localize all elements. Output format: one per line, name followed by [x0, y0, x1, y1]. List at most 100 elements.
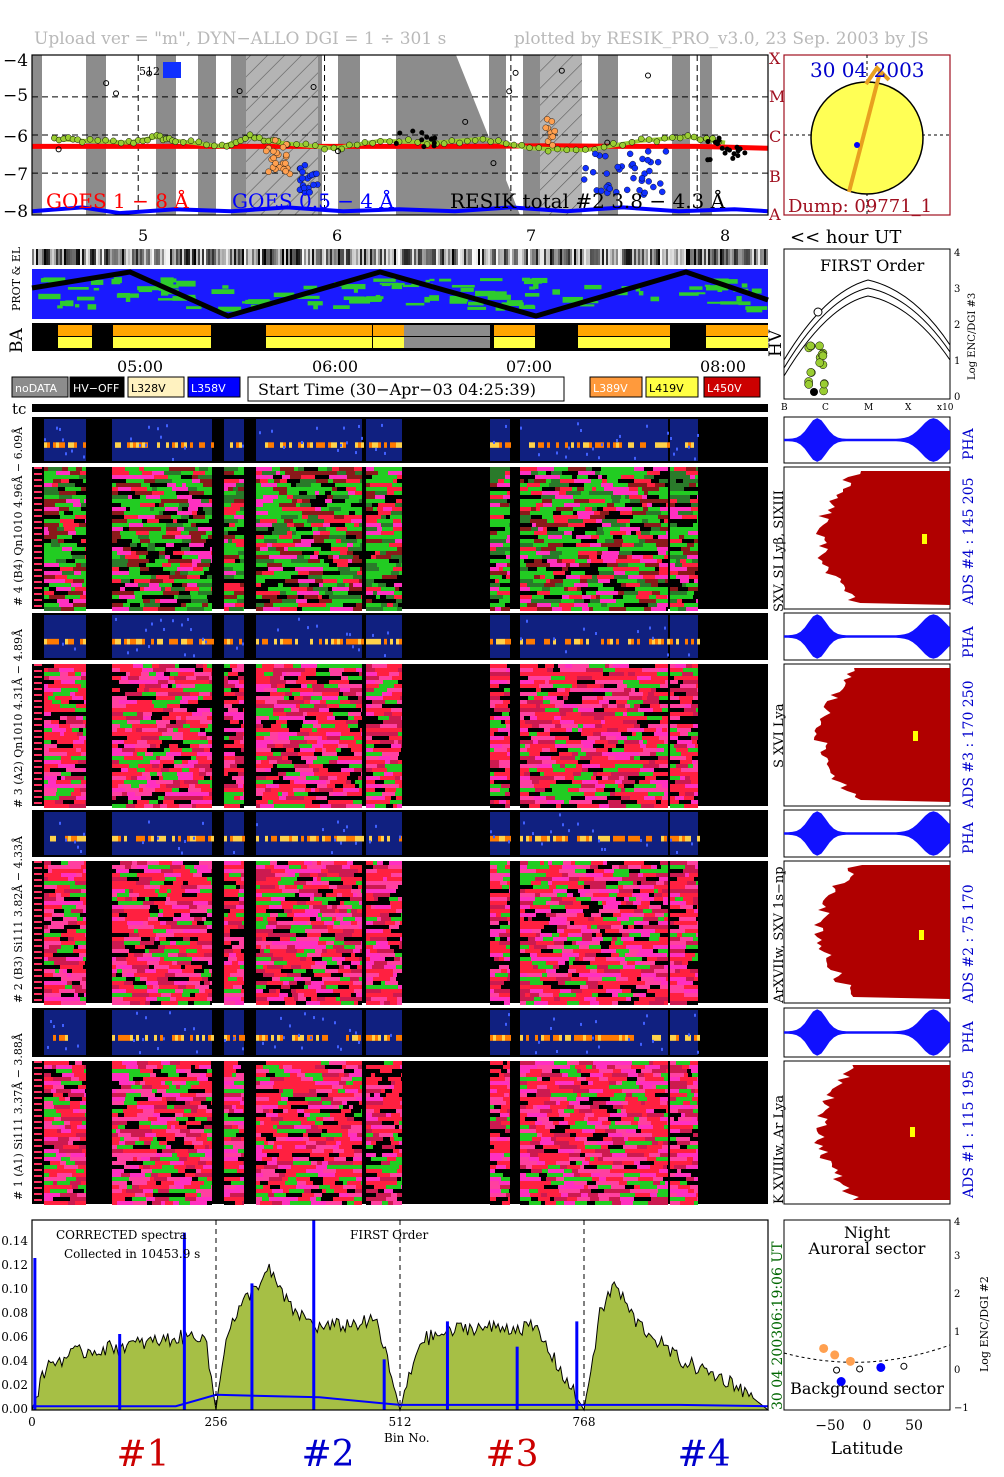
spectrogram-cell: [527, 664, 538, 668]
spectrogram-cell: [203, 483, 212, 487]
spectrogram-cell: [198, 591, 212, 595]
spectrogram-cell: [85, 519, 86, 523]
spectrogram-cell: [674, 676, 687, 680]
spectrogram-cell: [520, 487, 528, 491]
resik-point: [742, 150, 748, 156]
spectrogram-cell: [224, 523, 229, 527]
spectrogram-cell: [398, 732, 402, 736]
spectrogram-cell: [375, 668, 381, 672]
pha-line: [577, 442, 580, 448]
prot-cell: [751, 288, 762, 294]
spectrogram-cell: [599, 535, 613, 539]
spectrogram-cell: [120, 555, 125, 559]
spectrogram-cell: [112, 688, 120, 692]
spectrogram-cell: [342, 672, 359, 676]
spectrogram-cell: [632, 511, 646, 515]
spectrogram-cell: [366, 788, 375, 792]
spectrogram-cell: [683, 551, 698, 555]
spectrogram-cell: [165, 792, 177, 796]
spectrogram-cell: [659, 479, 668, 483]
spectrogram-cell: [505, 792, 510, 796]
spectrogram-cell: [49, 676, 65, 680]
spectrogram-cell: [582, 591, 586, 595]
pha-line: [685, 442, 688, 448]
pha-line: [655, 638, 658, 645]
spectrogram-cell: [620, 511, 632, 515]
spectrogram-cell: [506, 668, 510, 672]
spectrogram-cell: [287, 732, 297, 736]
spectrogram-cell: [589, 664, 599, 668]
spectrogram-cell: [689, 483, 696, 487]
spectrogram-cell: [549, 483, 565, 487]
pha-line: [619, 442, 622, 448]
spectrogram-cell: [383, 599, 396, 603]
spectrogram-cell: [634, 475, 644, 479]
spectrogram-cell: [141, 736, 154, 740]
spectrogram-cell: [501, 720, 505, 724]
spectrogram-cell: [147, 740, 162, 744]
pha-line: [343, 442, 346, 448]
spectrogram-cell: [153, 668, 158, 672]
spectrogram-cell: [628, 776, 645, 780]
spectrogram-cell: [395, 776, 400, 780]
spectrogram-cell: [602, 776, 608, 780]
spectrogram-cell: [271, 768, 286, 772]
hv-segment: [404, 325, 490, 336]
spectrogram-cell: [44, 547, 56, 551]
spectrogram-cell: [663, 772, 668, 776]
spectrogram-cell: [293, 664, 301, 668]
spectrogram-cell: [643, 700, 659, 704]
spectrogram-cell: [286, 591, 297, 595]
spectrogram-cell: [552, 708, 559, 712]
spectrogram-cell: [140, 696, 156, 700]
spectrogram-cell: [235, 700, 239, 704]
spectrogram-cell: [131, 547, 147, 551]
spectrogram-cell: [366, 607, 383, 611]
goes-class-letter: A: [768, 205, 781, 224]
resik-point: [604, 139, 611, 146]
spectrogram-cell: [366, 491, 375, 495]
spectrogram-cell: [159, 664, 175, 668]
spectrogram-cell: [293, 539, 301, 543]
spectrogram-cell: [689, 724, 693, 728]
pha-dot: [697, 433, 699, 437]
spectrogram-cell: [129, 571, 140, 575]
spectrogram-cell: [604, 684, 617, 688]
spectrogram-cell: [588, 768, 603, 772]
strip-cell: [310, 249, 312, 265]
strip-cell: [44, 249, 46, 265]
spectrogram-cell: [618, 784, 624, 788]
spectrogram-cell: [524, 479, 528, 483]
spectrogram-cell: [300, 471, 316, 475]
spectrogram-cell: [524, 559, 534, 563]
spectrogram-cell: [571, 760, 578, 764]
spectrogram-cell: [632, 732, 636, 736]
spectrogram-cell: [82, 583, 86, 587]
spectrogram-cell: [348, 563, 358, 567]
spectrogram-cell: [51, 712, 68, 716]
spectrogram-cell: [151, 776, 159, 780]
spectrogram-cell: [260, 547, 268, 551]
spectrogram-cell: [161, 499, 178, 503]
spectrogram-cell: [636, 595, 649, 599]
resik-point: [628, 138, 636, 146]
spectrogram-cell: [631, 688, 635, 692]
spectrogram-cell: [355, 471, 362, 475]
strip-cell: [468, 249, 470, 265]
spectrogram-cell: [490, 587, 499, 591]
strip-cell: [606, 249, 608, 265]
spectrogram-cell: [333, 471, 337, 475]
resik-point: [448, 137, 456, 144]
pha-line: [393, 442, 396, 448]
spectrogram-cell: [256, 607, 263, 611]
pha-line: [607, 638, 610, 645]
spectrogram-cell: [78, 579, 84, 583]
spectrogram-cell: [659, 764, 668, 768]
spectrogram-cell: [675, 664, 686, 668]
spectrogram-cell: [596, 519, 602, 523]
spectrogram-cell: [224, 776, 232, 780]
spectrogram-cell: [366, 752, 382, 756]
spectrogram-cell: [152, 700, 167, 704]
pha-line: [127, 442, 130, 448]
spectrogram-cell: [366, 716, 378, 720]
